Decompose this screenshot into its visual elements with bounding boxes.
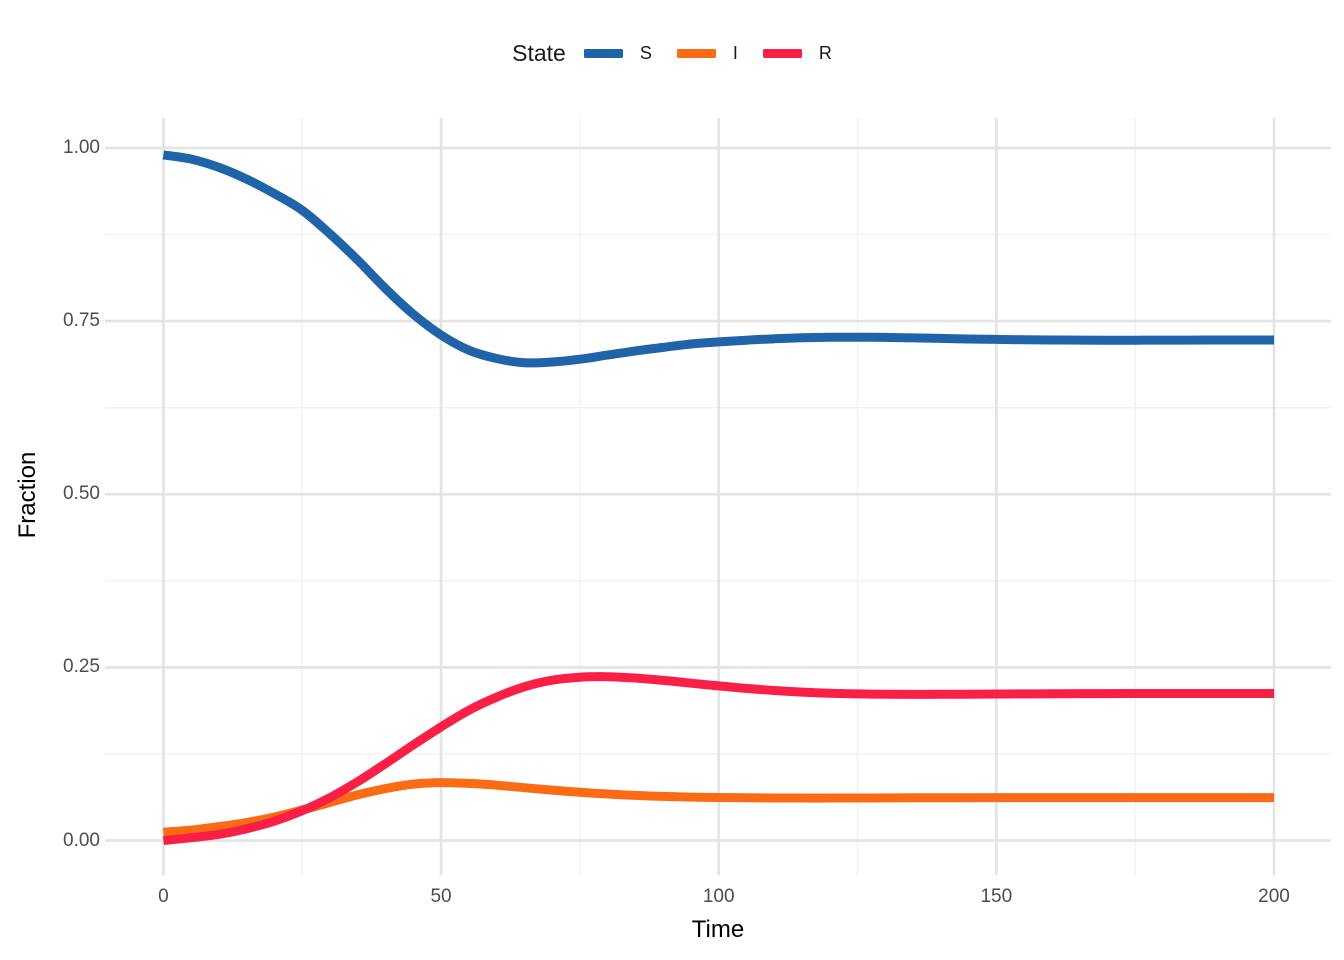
x-tick-label-150: 150 — [980, 886, 1013, 907]
x-tick-label-100: 100 — [702, 886, 735, 907]
y-tick-label-0.50: 0.50 — [63, 483, 100, 505]
y-tick-label-0.25: 0.25 — [63, 656, 100, 678]
legend-key-I — [676, 48, 716, 58]
x-axis-title: Time — [691, 916, 745, 943]
x-tick-label-0: 0 — [158, 886, 169, 907]
legend-key-S — [583, 48, 623, 58]
legend-title: State — [512, 39, 566, 66]
x-tick-label-200: 200 — [1258, 886, 1290, 907]
legend-label-S: S — [639, 42, 652, 63]
series-line-S — [162, 150, 1274, 368]
y-tick-label-0.00: 0.00 — [63, 829, 100, 851]
x-tick-label-50: 50 — [430, 886, 452, 907]
legend-label-I: I — [732, 42, 738, 63]
y-tick-label-0.75: 0.75 — [63, 310, 100, 332]
series-line-I — [163, 778, 1274, 837]
legend-item-S: S — [583, 42, 652, 64]
y-axis-title: Fraction — [14, 451, 41, 539]
series-line-R — [162, 672, 1274, 845]
legend-label-R: R — [818, 42, 832, 63]
legend-item-I: I — [676, 42, 738, 64]
legend-key-R — [762, 48, 802, 58]
legend-item-R: R — [762, 42, 832, 64]
y-tick-label-1.00: 1.00 — [63, 137, 100, 158]
legend: State S I R — [0, 36, 1344, 70]
